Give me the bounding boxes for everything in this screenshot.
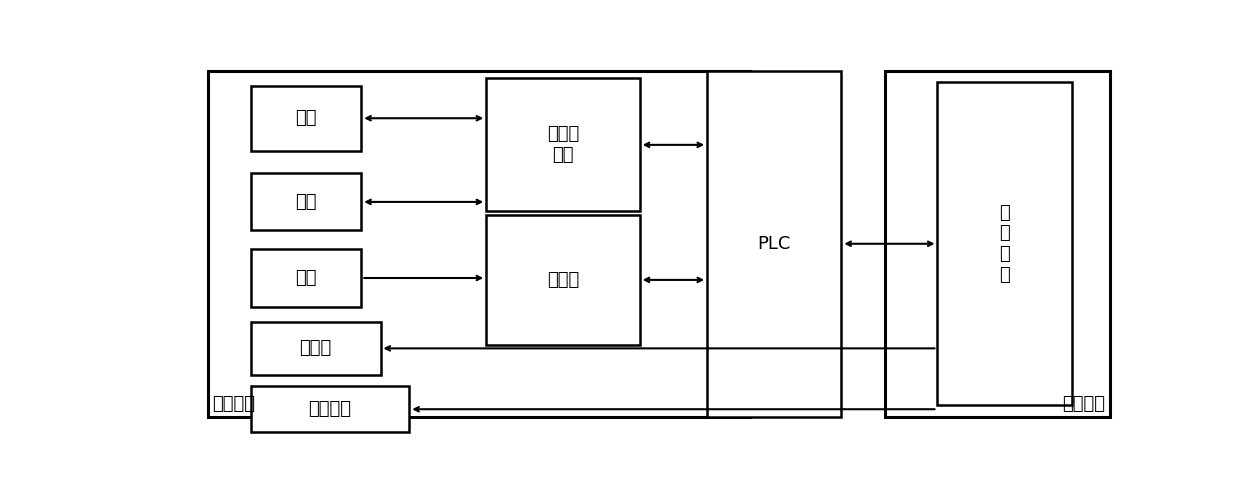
Bar	[707, 71, 841, 417]
Bar	[486, 79, 639, 211]
Bar	[250, 322, 380, 375]
Text: 电机: 电机	[295, 109, 317, 127]
Bar	[250, 86, 362, 151]
Bar	[250, 386, 409, 432]
Text: 电磁阀: 电磁阀	[546, 271, 579, 289]
Text: 检测设备: 检测设备	[213, 395, 255, 413]
Text: 外
设
接
口: 外 设 接 口	[1000, 204, 1010, 284]
Text: 伺服驱
动器: 伺服驱 动器	[546, 125, 579, 165]
Text: 控制中心: 控制中心	[1063, 395, 1105, 413]
Text: 摄像头: 摄像头	[300, 339, 332, 357]
Bar	[250, 249, 362, 306]
Bar	[486, 215, 639, 345]
Text: 吸盘: 吸盘	[295, 269, 317, 287]
Bar	[208, 71, 751, 417]
Bar	[938, 82, 1072, 406]
Bar	[250, 173, 362, 230]
Text: 气缸: 气缸	[295, 193, 317, 211]
Bar	[885, 71, 1110, 417]
Text: PLC: PLC	[757, 235, 790, 253]
Text: 条形码枪: 条形码枪	[309, 400, 352, 418]
